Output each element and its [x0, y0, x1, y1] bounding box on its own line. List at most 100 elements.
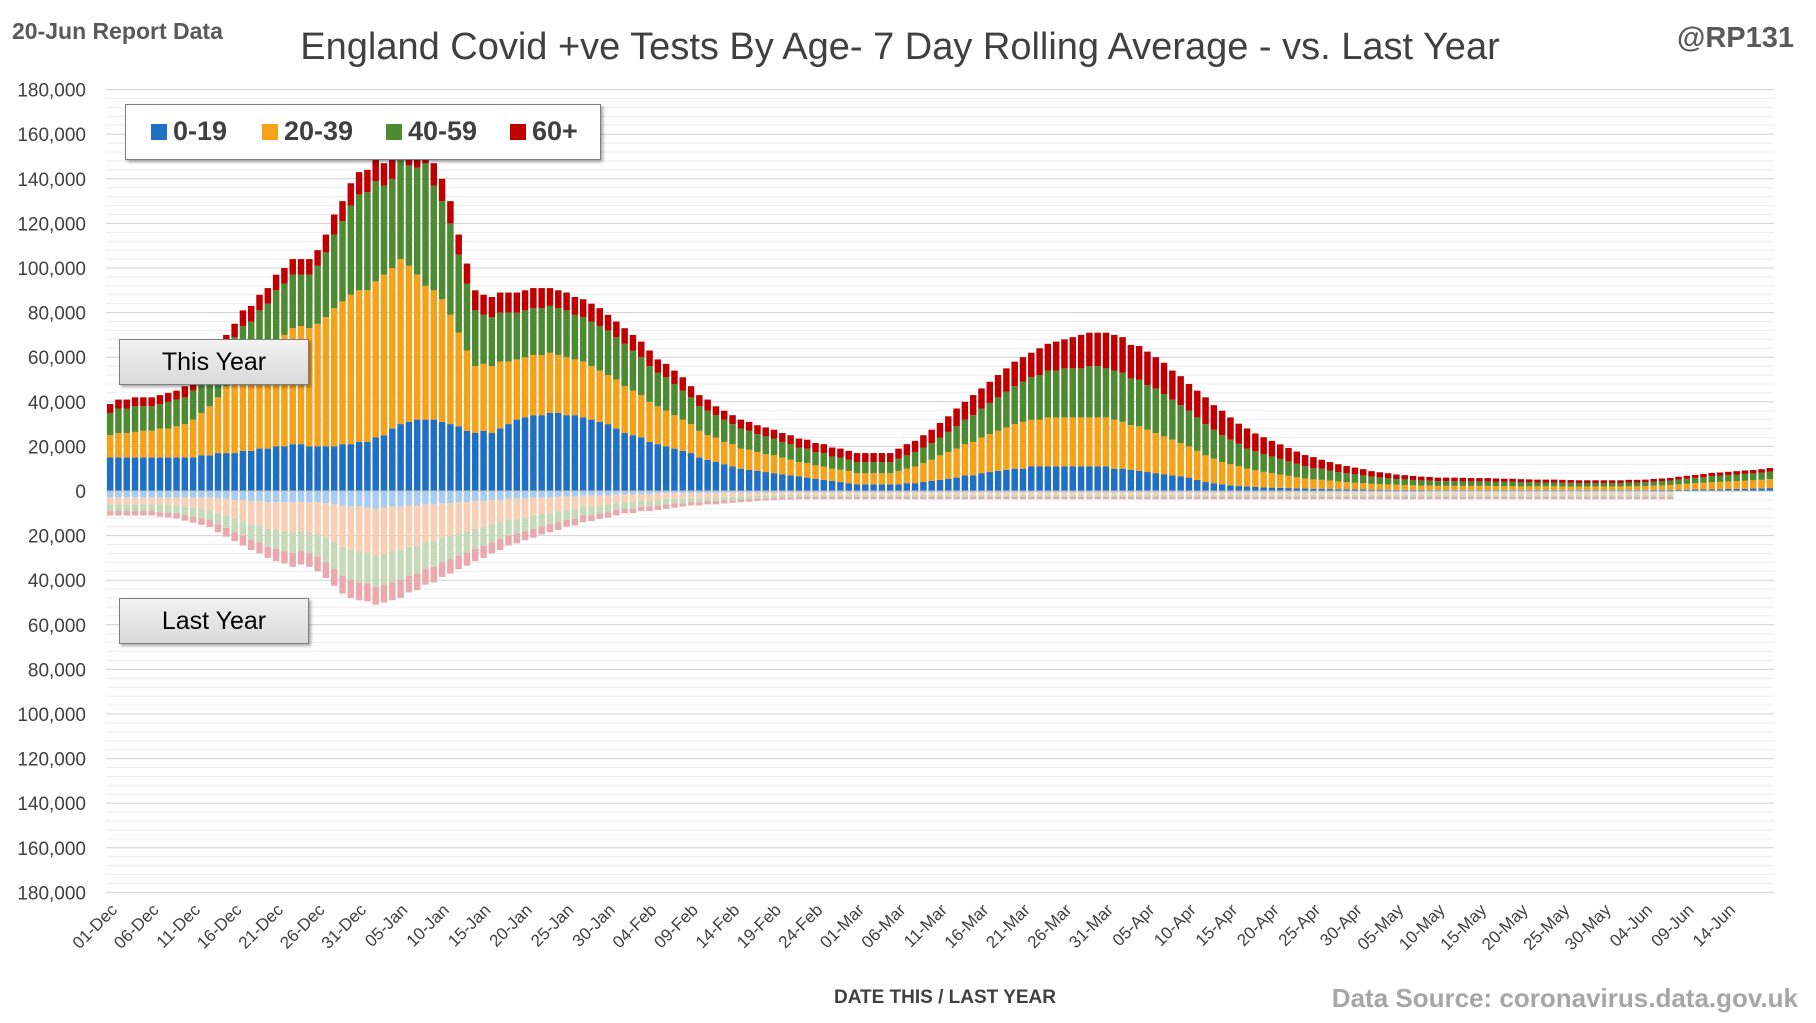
bar-this-year-60+: [646, 350, 653, 367]
bar-last-year-40-59: [1426, 494, 1433, 498]
bar-last-year-0-19: [886, 491, 894, 493]
bar-last-year-0-19: [1542, 491, 1550, 493]
bar-last-year-20-39: [1550, 492, 1558, 495]
bar-last-year-0-19: [1442, 491, 1450, 493]
bar-this-year-20-39: [1210, 458, 1218, 484]
bar-this-year-40-59: [936, 437, 944, 456]
bar-this-year-20-39: [961, 444, 969, 476]
bar-last-year-20-39: [787, 492, 794, 496]
bar-last-year-0-19: [837, 491, 844, 493]
bar-this-year-60+: [1592, 480, 1599, 483]
bar-this-year-40-59: [1401, 479, 1408, 485]
bar-last-year-40-59: [389, 551, 396, 583]
bar-this-year-0-19: [455, 426, 462, 491]
bar-this-year-40-59: [1077, 368, 1085, 418]
bar-this-year-60+: [447, 201, 454, 224]
bar-this-year-60+: [1019, 357, 1027, 382]
bar-this-year-40-59: [679, 390, 686, 420]
bar-last-year-40-59: [1243, 494, 1251, 498]
bar-this-year-20-39: [1260, 471, 1267, 488]
bar-last-year-40-59: [1252, 494, 1259, 498]
bar-last-year-0-19: [1285, 491, 1292, 493]
bar-last-year-60+: [206, 519, 213, 528]
bar-this-year-0-19: [447, 424, 454, 491]
bar-last-year-40-59: [1077, 494, 1085, 498]
bar-last-year-40-59: [563, 509, 570, 520]
bar-last-year-40-59: [156, 504, 164, 513]
bar-this-year-0-19: [413, 419, 421, 491]
bar-last-year-60+: [1194, 497, 1201, 500]
bar-last-year-20-39: [1442, 492, 1450, 495]
bar-last-year-0-19: [671, 491, 678, 494]
bar-last-year-60+: [1650, 497, 1657, 500]
bar-last-year-0-19: [1152, 491, 1159, 493]
bar-last-year-40-59: [1509, 494, 1516, 498]
bar-this-year-60+: [1766, 468, 1774, 472]
bar-this-year-40-59: [513, 312, 521, 360]
bar-last-year-40-59: [721, 496, 728, 501]
bar-this-year-0-19: [1733, 488, 1740, 491]
bar-this-year-40-59: [986, 402, 994, 435]
bar-last-year-0-19: [1169, 491, 1176, 493]
bar-this-year-40-59: [745, 430, 753, 450]
bar-last-year-20-39: [1608, 492, 1616, 495]
bar-last-year-0-19: [1359, 491, 1367, 493]
bar-last-year-20-39: [1575, 492, 1583, 495]
bar-this-year-0-19: [1691, 489, 1699, 491]
bar-this-year-20-39: [1758, 479, 1765, 489]
bar-this-year-40-59: [604, 330, 612, 376]
bar-this-year-60+: [1127, 344, 1135, 379]
bar-this-year-20-39: [131, 431, 139, 458]
bar-last-year-0-19: [994, 491, 1002, 493]
bar-this-year-40-59: [123, 408, 130, 434]
bar-last-year-0-19: [347, 491, 355, 507]
bar-last-year-20-39: [1326, 492, 1334, 495]
bar-last-year-0-19: [181, 491, 189, 498]
bar-this-year-60+: [505, 292, 512, 313]
bar-last-year-20-39: [579, 495, 587, 507]
bar-last-year-60+: [953, 497, 960, 500]
bar-this-year-40-59: [579, 317, 587, 362]
bar-this-year-40-59: [1758, 472, 1765, 480]
bar-last-year-20-39: [1227, 492, 1234, 495]
bar-this-year-0-19: [405, 421, 413, 491]
bar-this-year-60+: [115, 399, 122, 409]
x-tick-label: 14-Feb: [692, 900, 744, 952]
bar-this-year-60+: [1467, 478, 1475, 482]
bar-this-year-40-59: [1708, 476, 1715, 483]
bar-last-year-40-59: [1210, 494, 1218, 498]
bar-last-year-60+: [662, 504, 670, 509]
bar-last-year-40-59: [1177, 494, 1184, 498]
bar-this-year-0-19: [339, 444, 346, 491]
bar-this-year-0-19: [986, 472, 994, 491]
bar-this-year-40-59: [812, 451, 819, 466]
bar-last-year-20-39: [1177, 492, 1184, 495]
bar-last-year-20-39: [604, 495, 612, 505]
bar-last-year-60+: [1476, 497, 1483, 500]
bar-last-year-60+: [189, 516, 197, 523]
bar-this-year-0-19: [588, 419, 595, 491]
bar-last-year-60+: [762, 498, 769, 501]
bar-last-year-60+: [803, 497, 811, 500]
bar-last-year-0-19: [1028, 491, 1035, 493]
bar-last-year-40-59: [961, 494, 969, 498]
bar-this-year-60+: [1459, 477, 1467, 482]
bar-this-year-60+: [1675, 476, 1682, 480]
bar-last-year-60+: [1409, 497, 1417, 500]
bar-last-year-40-59: [1028, 494, 1035, 498]
bar-last-year-0-19: [1434, 491, 1442, 493]
bar-this-year-0-19: [853, 484, 861, 491]
bar-this-year-20-39: [1061, 417, 1068, 467]
bar-this-year-60+: [770, 429, 778, 439]
bar-this-year-60+: [1708, 472, 1715, 477]
bar-last-year-40-59: [596, 505, 603, 514]
bar-last-year-60+: [1003, 497, 1010, 500]
bar-last-year-20-39: [181, 497, 189, 507]
bar-this-year-0-19: [364, 441, 371, 491]
bar-this-year-40-59: [297, 274, 305, 326]
bar-this-year-0-19: [314, 446, 321, 491]
bar-last-year-0-19: [1418, 491, 1425, 493]
bar-this-year-40-59: [1227, 439, 1234, 465]
bar-this-year-60+: [1202, 397, 1209, 425]
bar-last-year-40-59: [704, 497, 711, 502]
